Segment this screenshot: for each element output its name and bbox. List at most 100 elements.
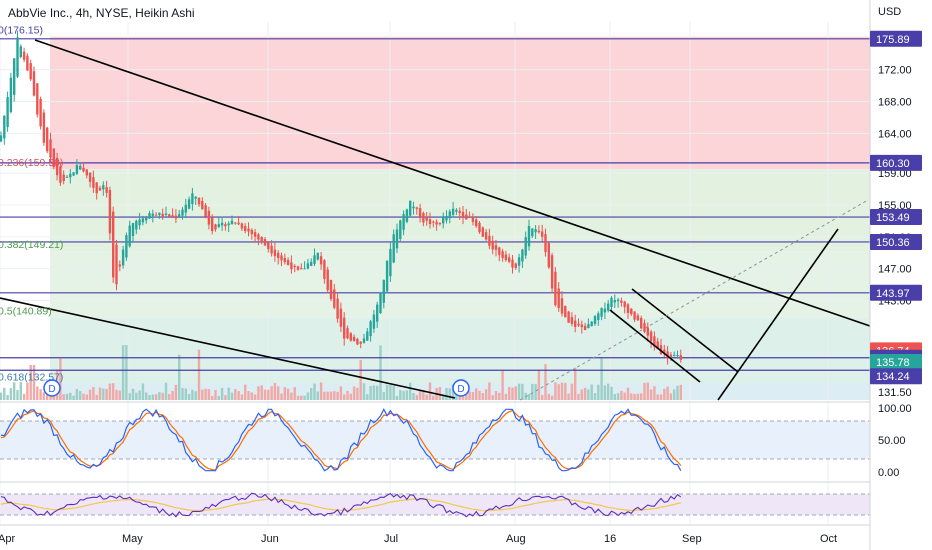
volume-bar bbox=[59, 358, 62, 400]
trend-line[interactable] bbox=[609, 309, 701, 383]
volume-bar bbox=[29, 365, 32, 400]
volume-bar bbox=[326, 391, 329, 400]
volume-bar bbox=[138, 390, 141, 400]
candle bbox=[303, 268, 306, 270]
trend-line[interactable] bbox=[717, 228, 839, 401]
volume-bar bbox=[240, 394, 244, 400]
time-tick-label: Jun bbox=[261, 533, 279, 545]
volume-bar bbox=[257, 386, 260, 400]
volume-bar bbox=[362, 383, 366, 400]
candle bbox=[135, 220, 138, 230]
candle bbox=[550, 255, 554, 289]
candle bbox=[557, 288, 560, 308]
candle bbox=[306, 263, 310, 269]
svg-text:D: D bbox=[48, 384, 55, 395]
candle bbox=[547, 243, 550, 268]
volume-bar bbox=[653, 386, 656, 400]
candle bbox=[461, 211, 465, 218]
volume-bar bbox=[369, 386, 372, 400]
candle bbox=[372, 314, 376, 329]
time-tick-label: May bbox=[122, 533, 143, 545]
candle bbox=[508, 257, 511, 262]
fibonacci-levels[interactable] bbox=[0, 38, 870, 371]
volume-bar bbox=[633, 393, 636, 400]
candle bbox=[531, 228, 534, 237]
volume-bar bbox=[323, 391, 326, 400]
candle bbox=[395, 229, 399, 249]
candle bbox=[478, 222, 481, 233]
volume-bar bbox=[148, 395, 151, 400]
volume-bar bbox=[531, 383, 534, 400]
trend-line[interactable] bbox=[519, 199, 869, 401]
volume-bar bbox=[19, 382, 22, 400]
volume-bar bbox=[620, 390, 623, 400]
candle bbox=[653, 336, 656, 347]
rsi-line bbox=[0, 492, 682, 518]
candle bbox=[356, 338, 359, 345]
price-tag-text: 150.36 bbox=[876, 237, 910, 249]
volume-bar bbox=[626, 387, 630, 400]
price-axis[interactable]: USD172.00168.00164.00159.00155.00151.001… bbox=[869, 0, 932, 550]
candle bbox=[22, 51, 26, 60]
trendline-drawings[interactable] bbox=[0, 39, 871, 401]
candle bbox=[488, 235, 491, 246]
volume-bar bbox=[194, 391, 197, 400]
time-tick-label: 16 bbox=[604, 533, 616, 545]
candle bbox=[240, 223, 244, 229]
volume-bar bbox=[498, 392, 501, 400]
candle bbox=[283, 257, 286, 263]
stochastic-pane[interactable] bbox=[0, 401, 932, 483]
volume-bar bbox=[224, 395, 227, 400]
volume-bar bbox=[501, 369, 504, 400]
trend-line[interactable] bbox=[34, 39, 871, 327]
rsi-pane[interactable] bbox=[0, 492, 932, 526]
trend-line[interactable] bbox=[631, 288, 739, 373]
volume-bar bbox=[39, 389, 42, 400]
candle bbox=[448, 211, 451, 219]
candle bbox=[517, 257, 521, 266]
fib-zone-2 bbox=[50, 251, 870, 318]
dividend-marker[interactable]: D bbox=[452, 379, 470, 397]
volume-bar bbox=[316, 391, 319, 400]
volume-bar bbox=[79, 391, 82, 400]
volume-bar bbox=[405, 390, 409, 400]
candle bbox=[362, 338, 366, 343]
candle bbox=[445, 215, 448, 221]
volume-bar bbox=[313, 383, 316, 400]
dividend-marker[interactable]: D bbox=[43, 379, 61, 397]
volume-bar bbox=[646, 382, 649, 400]
volume-bar bbox=[623, 392, 626, 400]
candle bbox=[455, 209, 458, 212]
volume-bar bbox=[115, 389, 118, 400]
price-tag-text: 160.30 bbox=[876, 158, 910, 170]
candle bbox=[442, 217, 445, 224]
time-axis[interactable]: Apr May Jun Jul Aug 16 Sep Oct bbox=[0, 533, 837, 545]
volume-bar bbox=[336, 391, 339, 400]
volume-bar bbox=[666, 386, 669, 400]
price-axis-bg bbox=[870, 0, 932, 550]
candle bbox=[435, 221, 438, 225]
volume-bar bbox=[69, 392, 72, 400]
volume-bar bbox=[679, 384, 682, 400]
volume-bar bbox=[389, 384, 392, 400]
candle bbox=[329, 279, 333, 300]
indicator-tick-label: 100.00 bbox=[878, 403, 912, 415]
volume-bar bbox=[676, 385, 679, 400]
candle bbox=[451, 208, 455, 215]
volume-bar bbox=[72, 395, 75, 400]
candle bbox=[428, 219, 432, 225]
trend-line[interactable] bbox=[0, 297, 456, 399]
price-tag-bg bbox=[870, 30, 922, 47]
volume-bar bbox=[217, 395, 220, 400]
candle bbox=[217, 224, 220, 227]
volume-bar bbox=[333, 391, 336, 400]
candle bbox=[537, 230, 541, 233]
volume-bar bbox=[613, 394, 616, 400]
candle bbox=[125, 235, 128, 258]
volume-bar bbox=[151, 394, 154, 400]
volume-bar bbox=[461, 393, 465, 400]
candle bbox=[108, 190, 112, 234]
volume-bar bbox=[92, 387, 95, 400]
volume-bar bbox=[88, 389, 92, 400]
